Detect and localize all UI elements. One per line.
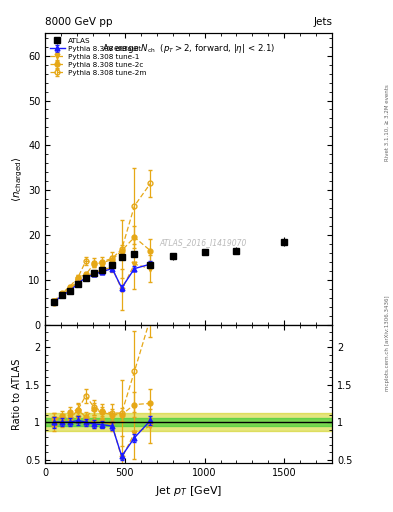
Text: Jets: Jets	[313, 16, 332, 27]
Text: 8000 GeV pp: 8000 GeV pp	[45, 16, 113, 27]
X-axis label: Jet $p_T$ [GeV]: Jet $p_T$ [GeV]	[155, 484, 222, 498]
Text: Rivet 3.1.10, ≥ 3.2M events: Rivet 3.1.10, ≥ 3.2M events	[385, 84, 389, 161]
Text: ATLAS_2016_I1419070: ATLAS_2016_I1419070	[159, 239, 247, 247]
Text: Average $N_{\rm ch}$  ($p_T$$>$2, forward, $|\eta|$ < 2.1): Average $N_{\rm ch}$ ($p_T$$>$2, forward…	[102, 42, 275, 55]
Text: mcplots.cern.ch [arXiv:1306.3436]: mcplots.cern.ch [arXiv:1306.3436]	[385, 295, 389, 391]
Y-axis label: Ratio to ATLAS: Ratio to ATLAS	[12, 358, 22, 430]
Legend: ATLAS, Pythia 8.308 default, Pythia 8.308 tune-1, Pythia 8.308 tune-2c, Pythia 8: ATLAS, Pythia 8.308 default, Pythia 8.30…	[48, 36, 148, 77]
Bar	[45, 413, 332, 431]
Bar	[45, 418, 332, 426]
Y-axis label: $\langle n_{\rm charged} \rangle$: $\langle n_{\rm charged} \rangle$	[11, 156, 25, 202]
